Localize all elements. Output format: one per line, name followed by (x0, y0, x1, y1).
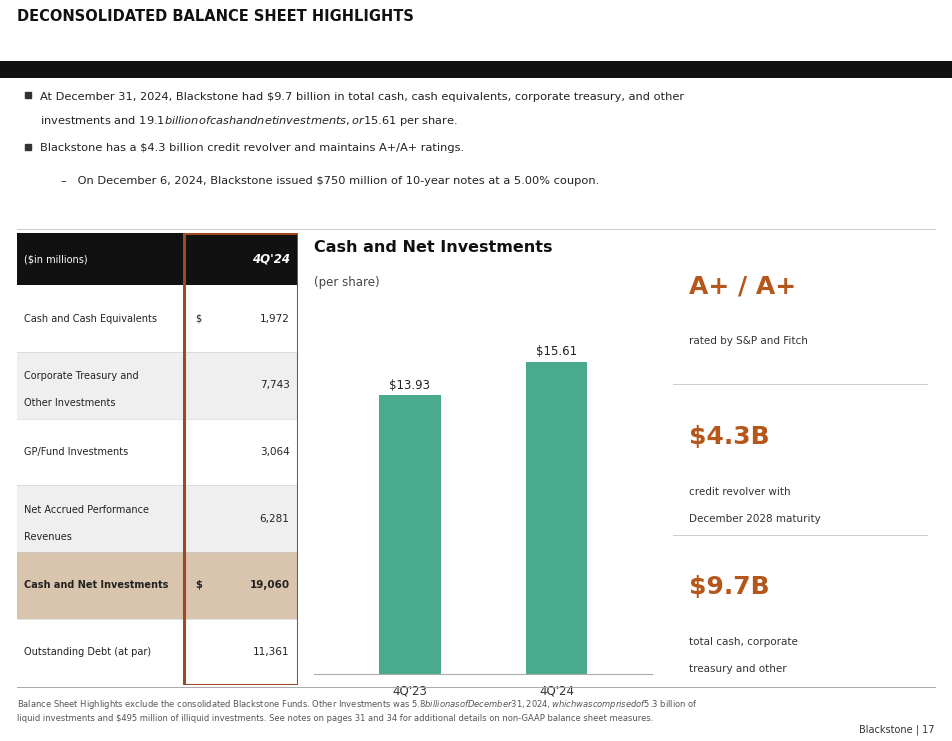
FancyBboxPatch shape (17, 619, 298, 685)
Text: Blackstone | 17: Blackstone | 17 (860, 725, 935, 735)
Text: $9.7B: $9.7B (689, 576, 770, 599)
Text: 4Q'24: 4Q'24 (251, 253, 289, 266)
Text: Cash and Net Investments: Cash and Net Investments (314, 240, 553, 255)
Text: –   On December 6, 2024, Blackstone issued $750 million of 10-year notes at a 5.: – On December 6, 2024, Blackstone issued… (62, 176, 600, 186)
Text: 11,361: 11,361 (253, 647, 289, 657)
Text: 1,972: 1,972 (260, 313, 289, 324)
Text: Outstanding Debt (at par): Outstanding Debt (at par) (24, 647, 151, 657)
Text: $13.93: $13.93 (389, 379, 430, 392)
Text: liquid investments and $495 million of illiquid investments. See notes on pages : liquid investments and $495 million of i… (17, 714, 653, 723)
Text: 3,064: 3,064 (260, 447, 289, 457)
Text: December 2028 maturity: December 2028 maturity (689, 514, 821, 524)
FancyBboxPatch shape (17, 352, 298, 419)
Text: A+ / A+: A+ / A+ (689, 274, 797, 298)
Text: treasury and other: treasury and other (689, 665, 787, 674)
Text: 7,743: 7,743 (260, 380, 289, 391)
Text: $: $ (195, 313, 202, 324)
Text: Balance Sheet Highlights exclude the consolidated Blackstone Funds. Other Invest: Balance Sheet Highlights exclude the con… (17, 698, 698, 711)
Text: $4.3B: $4.3B (689, 425, 770, 449)
Text: At December 31, 2024, Blackstone had $9.7 billion in total cash, cash equivalent: At December 31, 2024, Blackstone had $9.… (40, 93, 684, 102)
Text: Net Accrued Performance: Net Accrued Performance (24, 505, 149, 515)
Text: credit revolver with: credit revolver with (689, 487, 791, 496)
FancyBboxPatch shape (17, 419, 298, 485)
Text: ($in millions): ($in millions) (24, 254, 88, 265)
Text: rated by S&P and Fitch: rated by S&P and Fitch (689, 336, 808, 346)
FancyBboxPatch shape (17, 485, 298, 552)
Text: Cash and Cash Equivalents: Cash and Cash Equivalents (24, 313, 157, 324)
Bar (526, 362, 587, 674)
Text: investments and $19.1 billion of cash and net investments, or $15.61 per share.: investments and $19.1 billion of cash an… (40, 114, 458, 128)
FancyBboxPatch shape (17, 552, 298, 619)
FancyBboxPatch shape (17, 233, 298, 285)
Text: GP/Fund Investments: GP/Fund Investments (24, 447, 129, 457)
Text: 6,281: 6,281 (260, 514, 289, 524)
FancyBboxPatch shape (0, 61, 952, 78)
Text: Blackstone has a $4.3 billion credit revolver and maintains A+/A+ ratings.: Blackstone has a $4.3 billion credit rev… (40, 143, 465, 153)
Bar (379, 396, 441, 674)
Text: DECONSOLIDATED BALANCE SHEET HIGHLIGHTS: DECONSOLIDATED BALANCE SHEET HIGHLIGHTS (17, 10, 414, 24)
Text: $15.61: $15.61 (536, 345, 577, 358)
Text: Revenues: Revenues (24, 532, 72, 542)
FancyBboxPatch shape (17, 285, 298, 352)
Text: Cash and Net Investments: Cash and Net Investments (24, 580, 169, 591)
Text: total cash, corporate: total cash, corporate (689, 637, 798, 647)
Text: Corporate Treasury and: Corporate Treasury and (24, 371, 139, 382)
Text: Other Investments: Other Investments (24, 399, 115, 408)
Text: 19,060: 19,060 (249, 580, 289, 591)
Text: (per share): (per share) (314, 276, 380, 289)
Text: $: $ (195, 580, 202, 591)
